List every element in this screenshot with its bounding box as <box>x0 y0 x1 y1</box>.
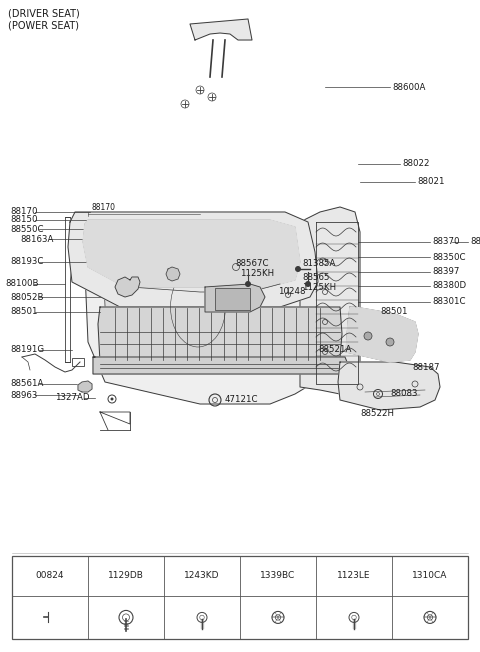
Text: 88600A: 88600A <box>392 83 425 91</box>
Circle shape <box>386 338 394 346</box>
Text: 88021: 88021 <box>417 177 444 186</box>
Polygon shape <box>93 357 347 374</box>
Polygon shape <box>85 222 318 404</box>
Polygon shape <box>115 277 140 297</box>
Text: 88100B: 88100B <box>5 280 38 288</box>
Text: 88193C: 88193C <box>10 258 43 267</box>
Bar <box>215 288 250 310</box>
Text: 88301C: 88301C <box>432 297 466 306</box>
Text: 88522H: 88522H <box>360 409 394 419</box>
Text: 88170: 88170 <box>10 207 37 216</box>
Text: 10248: 10248 <box>278 288 305 297</box>
Text: 1125KH: 1125KH <box>302 282 336 291</box>
Polygon shape <box>205 284 265 312</box>
Text: 88163A: 88163A <box>20 235 53 243</box>
Polygon shape <box>190 19 252 40</box>
Text: (DRIVER SEAT): (DRIVER SEAT) <box>8 9 80 19</box>
Circle shape <box>364 332 372 340</box>
Text: 88150: 88150 <box>10 216 37 224</box>
Text: 88083: 88083 <box>390 389 418 398</box>
Text: (POWER SEAT): (POWER SEAT) <box>8 21 79 31</box>
Text: 88022: 88022 <box>402 160 430 168</box>
Text: 88963: 88963 <box>10 391 37 400</box>
Polygon shape <box>68 212 318 307</box>
Text: 1125KH: 1125KH <box>240 269 274 278</box>
Text: 88550C: 88550C <box>10 224 44 233</box>
Circle shape <box>305 281 311 287</box>
Polygon shape <box>346 307 418 362</box>
Bar <box>12 556 468 639</box>
Text: 1339BC: 1339BC <box>260 571 296 580</box>
Text: 88187: 88187 <box>412 363 440 372</box>
Text: 88501: 88501 <box>380 308 408 316</box>
Text: 88300: 88300 <box>470 237 480 246</box>
Text: 1327AD: 1327AD <box>55 394 89 402</box>
Text: 1310CA: 1310CA <box>412 571 448 580</box>
Text: 1129DB: 1129DB <box>108 571 144 580</box>
Polygon shape <box>338 362 440 410</box>
Polygon shape <box>78 381 92 392</box>
Text: 88565: 88565 <box>302 273 329 282</box>
Text: 88191G: 88191G <box>10 346 44 355</box>
Text: 88397: 88397 <box>432 267 459 276</box>
Text: 88370: 88370 <box>432 237 459 246</box>
Circle shape <box>295 266 301 272</box>
Polygon shape <box>103 227 280 372</box>
Polygon shape <box>166 267 180 281</box>
Text: 88170: 88170 <box>92 203 116 212</box>
Text: 88561A: 88561A <box>10 379 43 389</box>
Text: 88521A: 88521A <box>318 346 351 355</box>
Text: 88052B: 88052B <box>10 293 44 301</box>
Circle shape <box>110 398 113 400</box>
Text: 88567C: 88567C <box>235 259 268 269</box>
Text: 88380D: 88380D <box>432 282 466 291</box>
Polygon shape <box>300 207 360 394</box>
Text: 47121C: 47121C <box>225 396 259 404</box>
Bar <box>72 358 84 366</box>
Polygon shape <box>98 307 342 362</box>
Bar <box>65 217 70 362</box>
Text: 81385A: 81385A <box>302 259 336 269</box>
Circle shape <box>245 281 251 287</box>
Text: 00824: 00824 <box>36 571 64 580</box>
Text: 88501: 88501 <box>10 308 37 316</box>
Text: 1123LE: 1123LE <box>337 571 371 580</box>
Text: 88350C: 88350C <box>432 252 466 261</box>
Polygon shape <box>83 220 300 287</box>
Text: 1243KD: 1243KD <box>184 571 220 580</box>
